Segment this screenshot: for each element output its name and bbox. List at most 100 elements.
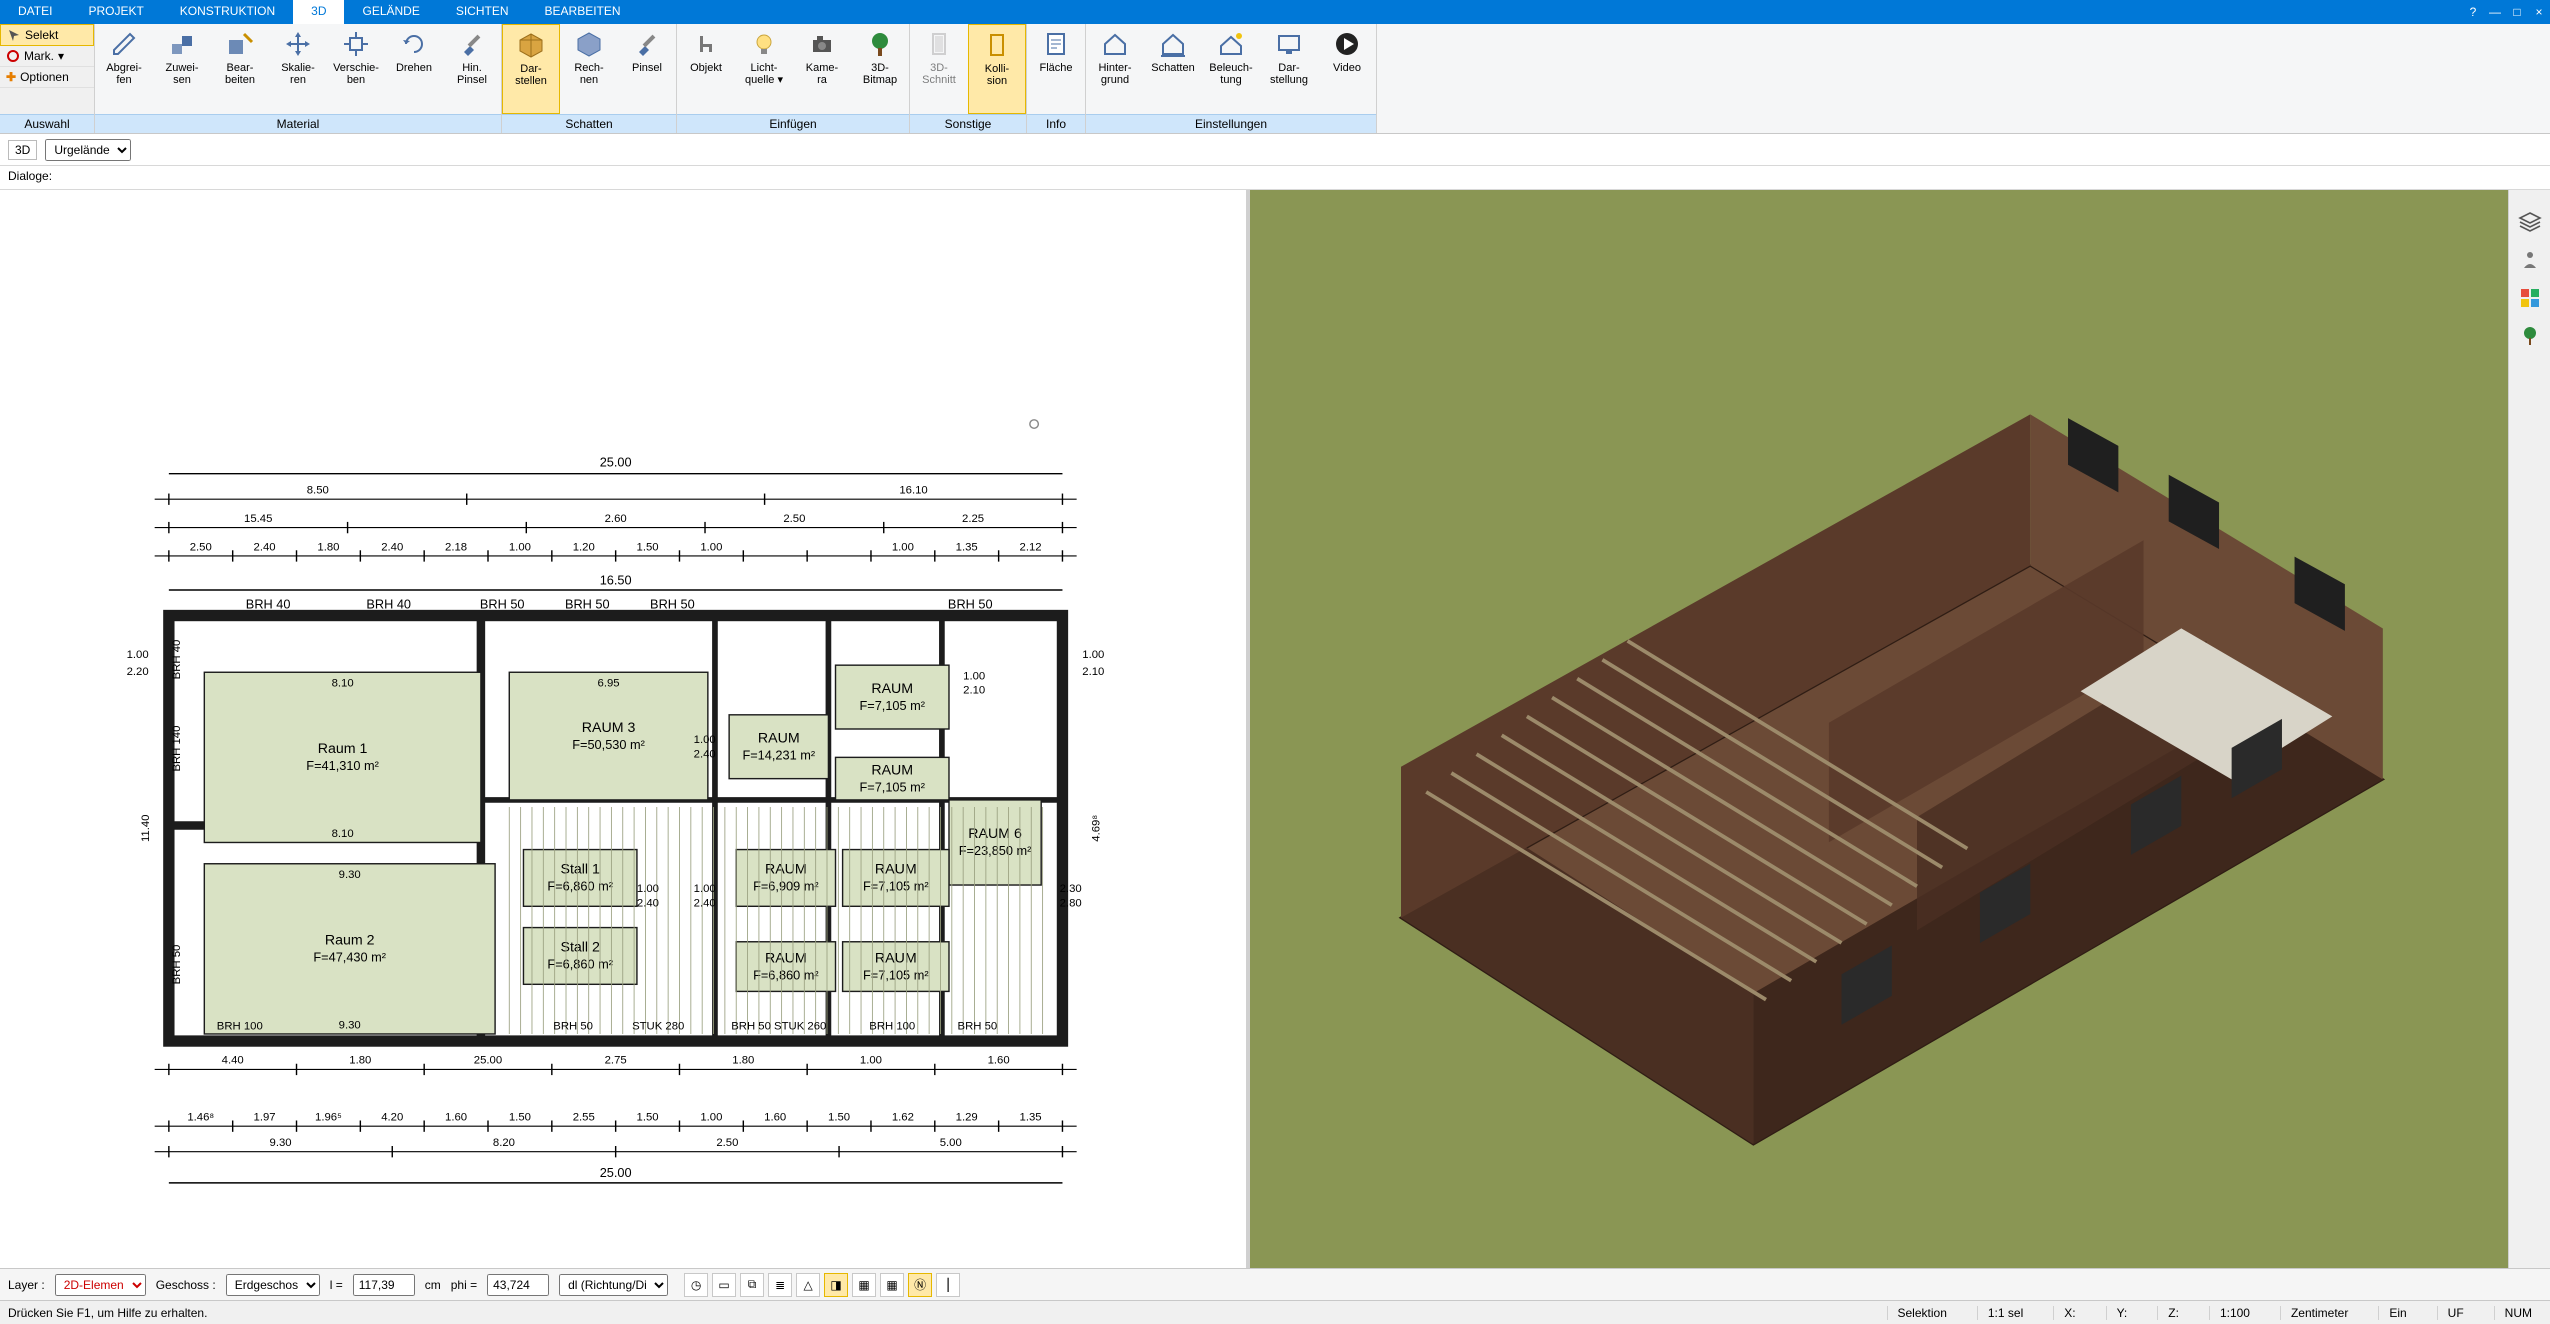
menu-bearbeiten[interactable]: BEARBEITEN [527, 0, 639, 24]
menu-3d[interactable]: 3D [293, 0, 344, 24]
svg-text:BRH 50: BRH 50 [171, 945, 183, 985]
svg-text:STUK 280: STUK 280 [632, 1021, 684, 1033]
phi-input[interactable] [487, 1274, 549, 1296]
ribbon-drehen[interactable]: Drehen [385, 24, 443, 114]
phi-label: phi = [451, 1278, 477, 1292]
view3d-pane[interactable] [1250, 190, 2509, 1268]
svg-text:1.35: 1.35 [956, 541, 978, 553]
door-gold-icon [982, 31, 1012, 59]
svg-text:2.40: 2.40 [694, 897, 716, 909]
svg-text:F=6,860 m²: F=6,860 m² [547, 957, 613, 972]
svg-text:RAUM: RAUM [758, 730, 800, 746]
mark-button[interactable]: Mark. ▾ [0, 46, 94, 67]
grid-snap-icon[interactable]: ▦ [852, 1273, 876, 1297]
rotate-icon [399, 30, 429, 58]
l-label: l = [330, 1278, 343, 1292]
ribbon-group-label: Einstellungen [1086, 114, 1376, 133]
ribbon-rech-nen[interactable]: Rech-nen [560, 24, 618, 114]
window-close-icon[interactable]: × [2528, 0, 2550, 24]
view3d-canvas [1250, 190, 2509, 1268]
window-maximize-icon[interactable]: □ [2506, 0, 2528, 24]
svg-text:1.00: 1.00 [127, 649, 149, 661]
svg-text:4.69⁸: 4.69⁸ [1090, 815, 1102, 842]
ribbon-fl-che[interactable]: Fläche [1027, 24, 1085, 114]
reveal-icon[interactable]: ◨ [824, 1273, 848, 1297]
svg-text:F=7,105 m²: F=7,105 m² [863, 967, 929, 982]
svg-text:BRH 50: BRH 50 [948, 596, 993, 611]
svg-text:2.12: 2.12 [1020, 541, 1042, 553]
svg-text:8.50: 8.50 [307, 485, 329, 497]
svg-text:1.00: 1.00 [637, 883, 659, 895]
ribbon-hinter-grund[interactable]: Hinter-grund [1086, 24, 1144, 114]
palette-icon[interactable] [2518, 286, 2542, 310]
ribbon-schatten[interactable]: Schatten [1144, 24, 1202, 114]
svg-text:6.95: 6.95 [598, 677, 620, 689]
compass-icon[interactable]: Ⓝ [908, 1273, 932, 1297]
ribbon-kolli-sion[interactable]: Kolli-sion [968, 24, 1026, 114]
svg-text:16.10: 16.10 [899, 485, 927, 497]
ribbon-skalie-ren[interactable]: Skalie-ren [269, 24, 327, 114]
layer-select[interactable]: 2D-Elemen [55, 1274, 146, 1296]
menu-gelaende[interactable]: GELÄNDE [344, 0, 437, 24]
sheet-icon [1041, 30, 1071, 58]
pipe-icon[interactable]: ⎮ [936, 1273, 960, 1297]
optionen-button[interactable]: ✚ Optionen [0, 67, 94, 88]
clock-icon[interactable]: ◷ [684, 1273, 708, 1297]
ribbon-hin-pinsel[interactable]: Hin.Pinsel [443, 24, 501, 114]
svg-text:RAUM: RAUM [765, 950, 807, 966]
layer-dropdown[interactable]: Urgelände [45, 139, 131, 161]
screen-icon[interactable]: ▭ [712, 1273, 736, 1297]
ribbon-pinsel[interactable]: Pinsel [618, 24, 676, 114]
help-icon[interactable]: ? [2462, 0, 2484, 24]
main-split: Raum 1F=41,310 m²8.108.10Raum 2F=47,430 … [0, 190, 2550, 1268]
svg-text:F=14,231 m²: F=14,231 m² [742, 747, 815, 762]
bulb-icon [749, 30, 779, 58]
group-icon[interactable]: ⧉ [740, 1273, 764, 1297]
layers-icon[interactable] [2518, 210, 2542, 234]
geschoss-select[interactable]: Erdgeschos [226, 1274, 320, 1296]
svg-text:11.40: 11.40 [140, 815, 152, 843]
cube-pencil-icon [225, 30, 255, 58]
camera-icon [807, 30, 837, 58]
svg-text:BRH 50: BRH 50 [480, 596, 525, 611]
menu-projekt[interactable]: PROJEKT [70, 0, 161, 24]
svg-text:1.00: 1.00 [700, 1111, 722, 1123]
menu-sichten[interactable]: SICHTEN [438, 0, 527, 24]
menu-konstruktion[interactable]: KONSTRUKTION [162, 0, 293, 24]
ribbon-dar-stellung[interactable]: Dar-stellung [1260, 24, 1318, 114]
svg-text:8.20: 8.20 [493, 1137, 515, 1149]
svg-text:25.00: 25.00 [600, 455, 632, 470]
svg-text:2.80: 2.80 [1060, 897, 1082, 909]
person-icon[interactable] [2518, 248, 2542, 272]
ribbon-kame-ra[interactable]: Kame-ra [793, 24, 851, 114]
monitor-icon [1274, 30, 1304, 58]
window-minimize-icon[interactable]: — [2484, 0, 2506, 24]
grid-icon[interactable]: ▦ [880, 1273, 904, 1297]
floorplan-pane[interactable]: Raum 1F=41,310 m²8.108.10Raum 2F=47,430 … [0, 190, 1250, 1268]
ribbon-verschie-ben[interactable]: Verschie-ben [327, 24, 385, 114]
ribbon-video[interactable]: Video [1318, 24, 1376, 114]
svg-text:2.40: 2.40 [694, 748, 716, 760]
ribbon-beleuch-tung[interactable]: Beleuch-tung [1202, 24, 1260, 114]
menu-datei[interactable]: DATEI [0, 0, 70, 24]
ribbon-3d-bitmap[interactable]: 3D-Bitmap [851, 24, 909, 114]
tri-icon[interactable]: △ [796, 1273, 820, 1297]
house-line-icon [1158, 30, 1188, 58]
ribbon-abgrei-fen[interactable]: Abgrei-fen [95, 24, 153, 114]
ribbon-licht-quelle-[interactable]: Licht-quelle ▾ [735, 24, 793, 114]
tree-icon[interactable] [2518, 324, 2542, 348]
dl-select[interactable]: dl (Richtung/Di [559, 1274, 668, 1296]
ribbon-3d-schnitt[interactable]: 3D-Schnitt [910, 24, 968, 114]
svg-text:RAUM 3: RAUM 3 [582, 720, 636, 736]
stack-icon[interactable]: ≣ [768, 1273, 792, 1297]
ribbon-dar-stellen[interactable]: Dar-stellen [502, 24, 560, 114]
ribbon-objekt[interactable]: Objekt [677, 24, 735, 114]
status-ein: Ein [2378, 1306, 2416, 1320]
right-toolbar [2508, 190, 2550, 1268]
l-input[interactable] [353, 1274, 415, 1296]
ribbon-zuwei-sen[interactable]: Zuwei-sen [153, 24, 211, 114]
ribbon-bear-beiten[interactable]: Bear-beiten [211, 24, 269, 114]
svg-text:2.10: 2.10 [963, 685, 985, 697]
svg-text:F=6,909 m²: F=6,909 m² [753, 879, 819, 894]
selekt-button[interactable]: Selekt [0, 24, 94, 46]
